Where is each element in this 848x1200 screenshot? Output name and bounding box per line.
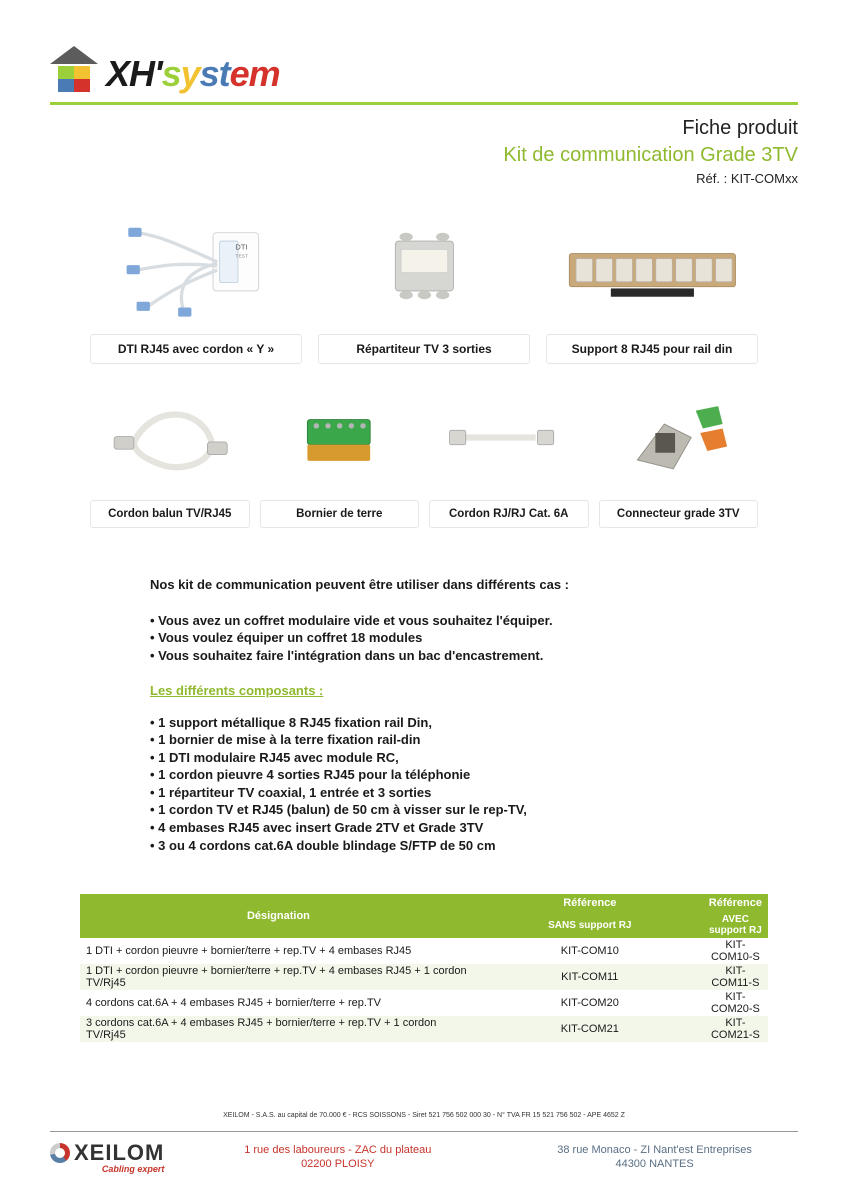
- header-divider: [50, 102, 798, 105]
- dti-y-image: DTI TEST: [101, 212, 292, 320]
- component-item: 1 cordon pieuvre 4 sorties RJ45 pour la …: [150, 766, 768, 784]
- table-row: 4 cordons cat.6A + 4 embases RJ45 + born…: [80, 990, 768, 1016]
- document-type: Fiche produit: [50, 117, 798, 140]
- product-label: Bornier de terre: [260, 500, 420, 528]
- component-item: 1 DTI modulaire RJ45 avec module RC,: [150, 749, 768, 767]
- product-dti-y-cord: DTI TEST DTI RJ45 avec cordon « Y »: [90, 206, 302, 364]
- connector-image: [606, 388, 750, 487]
- component-item: 1 cordon TV et RJ45 (balun) de 50 cm à v…: [150, 801, 768, 819]
- product-row-2: Cordon balun TV/RJ45 Bornier de terre: [90, 382, 758, 528]
- product-rj-cord-cat6a: Cordon RJ/RJ Cat. 6A: [429, 382, 589, 528]
- swirl-icon: [50, 1143, 70, 1163]
- earth-terminal-image: [267, 388, 411, 487]
- product-label: Cordon balun TV/RJ45: [90, 500, 250, 528]
- product-label: DTI RJ45 avec cordon « Y »: [90, 334, 302, 364]
- use-case-item: Vous avez un coffret modulaire vide et v…: [150, 612, 768, 630]
- component-item: 1 support métallique 8 RJ45 fixation rai…: [150, 714, 768, 732]
- product-earth-terminal: Bornier de terre: [260, 382, 420, 528]
- product-balun-cord: Cordon balun TV/RJ45: [90, 382, 250, 528]
- page-footer: XEILOM Cabling expert 1 rue des laboureu…: [50, 1131, 798, 1174]
- product-row-1: DTI TEST DTI RJ45 avec cordon « Y »: [90, 206, 758, 364]
- description-block: Nos kit de communication peuvent être ut…: [50, 546, 798, 854]
- product-label: Support 8 RJ45 pour rail din: [546, 334, 758, 364]
- use-case-list: Vous avez un coffret modulaire vide et v…: [150, 612, 768, 665]
- components-list: 1 support métallique 8 RJ45 fixation rai…: [150, 714, 768, 854]
- brand-logo: XH'system: [50, 50, 798, 98]
- address-ploisy: 1 rue des laboureurs - ZAC du plateau 02…: [194, 1143, 481, 1172]
- house-icon: [50, 50, 98, 98]
- footer-brand-text: XEILOM: [74, 1140, 164, 1166]
- component-item: 1 répartiteur TV coaxial, 1 entrée et 3 …: [150, 784, 768, 802]
- title-block: Fiche produit Kit de communication Grade…: [50, 117, 798, 186]
- table-row: 3 cordons cat.6A + 4 embases RJ45 + born…: [80, 1016, 768, 1042]
- footer-tagline: Cabling expert: [102, 1164, 165, 1174]
- component-item: 1 bornier de mise à la terre fixation ra…: [150, 731, 768, 749]
- splitter-image: [329, 212, 520, 320]
- component-item: 3 ou 4 cordons cat.6A double blindage S/…: [150, 837, 768, 855]
- product-grid: DTI TEST DTI RJ45 avec cordon « Y »: [50, 206, 798, 528]
- reference-table: Désignation Référence Référence SANS sup…: [80, 894, 768, 1042]
- legal-notice: XEILOM - S.A.S. au capital de 70.000 € -…: [50, 1112, 798, 1119]
- product-tv-splitter: Répartiteur TV 3 sorties: [318, 206, 530, 364]
- col-designation: Désignation: [80, 894, 477, 938]
- col-ref-sans: SANS support RJ: [477, 912, 703, 938]
- svg-text:TEST: TEST: [235, 254, 248, 260]
- component-item: 4 embases RJ45 avec insert Grade 2TV et …: [150, 819, 768, 837]
- footer-logo: XEILOM Cabling expert: [50, 1140, 164, 1174]
- product-connector-3tv: Connecteur grade 3TV: [599, 382, 759, 528]
- col-ref-avec: AVEC support RJ: [703, 912, 768, 938]
- product-label: Répartiteur TV 3 sorties: [318, 334, 530, 364]
- rail-support-image: [557, 212, 748, 320]
- svg-text:DTI: DTI: [235, 242, 247, 251]
- product-label: Connecteur grade 3TV: [599, 500, 759, 528]
- components-heading: Les différents composants :: [150, 682, 768, 700]
- product-title: Kit de communication Grade 3TV: [50, 144, 798, 167]
- use-case-item: Vous souhaitez faire l'intégration dans …: [150, 647, 768, 665]
- balun-image: [98, 388, 242, 487]
- footer-divider: [50, 1131, 798, 1132]
- table-row: 1 DTI + cordon pieuvre + bornier/terre +…: [80, 938, 768, 964]
- brand-text: XH'system: [106, 53, 280, 95]
- cat6a-image: [437, 388, 581, 487]
- product-label: Cordon RJ/RJ Cat. 6A: [429, 500, 589, 528]
- address-nantes: 38 rue Monaco - ZI Nant'est Entreprises …: [511, 1143, 798, 1172]
- product-rj45-rail: Support 8 RJ45 pour rail din: [546, 206, 758, 364]
- intro-text: Nos kit de communication peuvent être ut…: [150, 576, 768, 594]
- table-row: 1 DTI + cordon pieuvre + bornier/terre +…: [80, 964, 768, 990]
- product-reference: Réf. : KIT-COMxx: [50, 171, 798, 186]
- col-ref-sans-top: Référence: [477, 894, 703, 912]
- col-ref-avec-top: Référence: [703, 894, 768, 912]
- use-case-item: Vous voulez équiper un coffret 18 module…: [150, 629, 768, 647]
